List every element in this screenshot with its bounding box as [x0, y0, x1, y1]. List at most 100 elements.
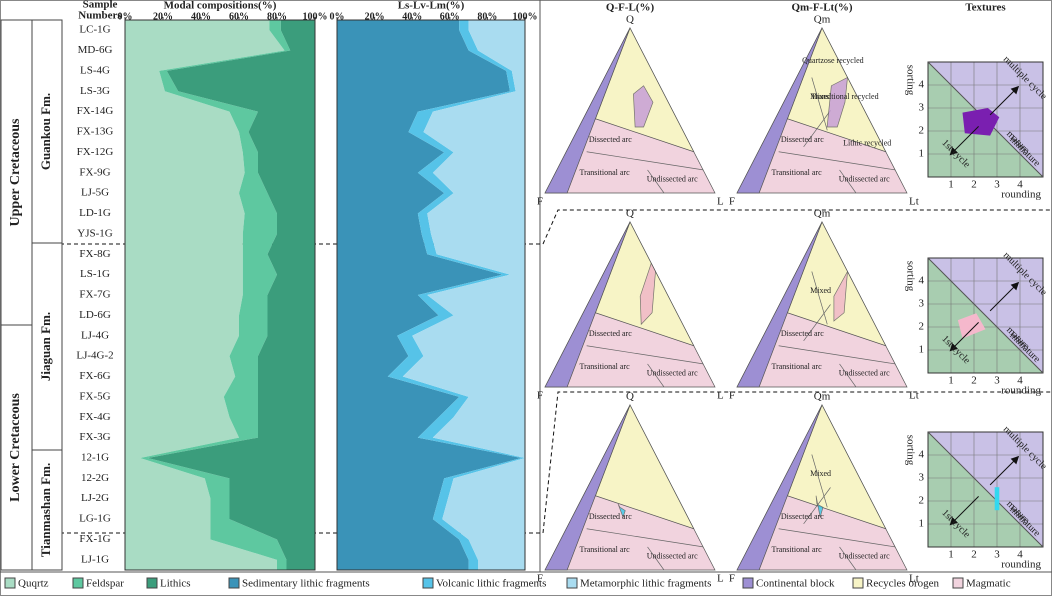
- field-boundary: [647, 546, 665, 571]
- x-tick-label: 100%: [303, 11, 328, 22]
- apex-label: F: [537, 390, 543, 402]
- apex-label: F: [537, 196, 543, 208]
- x-tick-label: 4: [1017, 375, 1023, 387]
- sample-label: LJ-5G: [81, 187, 109, 199]
- apex-label: Q: [626, 14, 634, 26]
- apex-label: L: [717, 573, 724, 585]
- arrow: [949, 496, 979, 526]
- sample-label: FX-14G: [77, 105, 114, 117]
- sample-label: LJ-4G: [81, 329, 109, 341]
- x-tick-label: 60%: [440, 11, 460, 22]
- legend-swatch: [566, 577, 578, 589]
- legend-label: Sedimentary lithic fragments: [242, 578, 370, 590]
- field-boundary: [811, 77, 828, 131]
- region-label: Undissected arc: [839, 552, 890, 561]
- y-tick-label: 4: [919, 275, 925, 287]
- sample-label: FX-9G: [79, 166, 110, 178]
- region-label: Lithic recycled: [843, 138, 891, 147]
- region-label: Undissected arc: [647, 175, 698, 184]
- diagonal: [927, 431, 1044, 548]
- apex-label: L: [717, 196, 724, 208]
- y-axis-title: Sample: [83, 0, 118, 11]
- apex-label: L: [717, 390, 724, 402]
- sample-label: LS-3G: [80, 85, 110, 97]
- region-label: Dissected arc: [781, 135, 824, 144]
- apex-label: Q: [626, 208, 634, 220]
- plot-frame: [927, 257, 1044, 374]
- x-tick-label: 3: [994, 179, 1000, 191]
- sample-field: [815, 495, 824, 518]
- sample-field: [633, 85, 654, 128]
- plot-frame: [124, 19, 316, 571]
- sample-label: FX-13G: [77, 126, 114, 138]
- region-label: Mixed: [810, 286, 831, 295]
- sample-label: LJ-4G-2: [76, 350, 113, 362]
- x-tick-label: 0%: [118, 11, 133, 22]
- region-label: Quartzose recycled: [802, 56, 864, 65]
- legend-swatch: [852, 577, 864, 589]
- y-tick-label: 2: [919, 495, 925, 507]
- sample-label: LJ-2G: [81, 492, 109, 504]
- y-axis-title: Numbers: [78, 10, 122, 22]
- sample-field: [639, 262, 656, 326]
- legend-swatch: [228, 577, 240, 589]
- x-tick-label: 3: [994, 549, 1000, 561]
- sample-label: LD-1G: [79, 207, 111, 219]
- sample-label: FX-5G: [79, 390, 110, 402]
- sample-label: LC-1G: [79, 24, 110, 36]
- apex-label: F: [729, 196, 735, 208]
- arrow: [949, 322, 979, 352]
- x-tick-label: 3: [994, 375, 1000, 387]
- y-tick-label: 2: [919, 321, 925, 333]
- legend-label: Continental block: [756, 578, 835, 590]
- sample-field: [833, 271, 848, 322]
- region-label: Mixed: [810, 469, 831, 478]
- apex-label: Lt: [909, 196, 919, 208]
- apex-label: Lt: [909, 390, 919, 402]
- region-label: Mixed: [810, 92, 831, 101]
- plot-frame: [927, 431, 1044, 548]
- sample-field: [617, 503, 626, 519]
- field-boundary: [839, 546, 857, 571]
- arrow: [989, 85, 1020, 116]
- x-tick-label: 20%: [365, 11, 385, 22]
- legend-label: Magmatic: [966, 578, 1011, 590]
- formation-label: Tianmashan Fm.: [38, 463, 53, 557]
- y-axis-title: sorting: [904, 435, 916, 466]
- y-tick-label: 1: [919, 344, 925, 356]
- y-tick-label: 1: [919, 518, 925, 530]
- y-tick-label: 2: [919, 125, 925, 137]
- apex-label: Qm: [814, 208, 831, 220]
- y-tick-label: 4: [919, 79, 925, 91]
- legend-swatch: [742, 577, 754, 589]
- chart-title: Modal compositions(%): [164, 0, 277, 12]
- y-tick-label: 3: [919, 102, 925, 114]
- chart-title: Ls-Lv-Lm(%): [398, 0, 465, 12]
- field-boundary: [803, 304, 831, 342]
- arrow: [989, 281, 1020, 312]
- x-tick-label: 20%: [153, 11, 173, 22]
- sample-label: FX-8G: [79, 248, 110, 260]
- legend-swatch: [952, 577, 964, 589]
- field-boundary: [778, 528, 896, 548]
- x-tick-label: 0%: [330, 11, 345, 22]
- period-cell: [0, 19, 33, 326]
- continental-block-field: [736, 27, 823, 194]
- formation-cell: [31, 449, 63, 571]
- y-axis-title: sorting: [904, 261, 916, 292]
- legend-label: Quqrtz: [18, 578, 49, 590]
- x-tick-label: 4: [1017, 179, 1023, 191]
- area: [387, 20, 525, 570]
- chart-title: Qm-F-Lt(%): [791, 2, 852, 14]
- y-tick-label: 4: [919, 449, 925, 461]
- sample-label: LS-1G: [80, 268, 110, 280]
- diagonal: [927, 257, 1044, 374]
- field-boundary: [586, 345, 704, 365]
- continental-block-field: [544, 221, 631, 388]
- area: [125, 20, 285, 570]
- x-axis-title: rounding: [1001, 385, 1041, 397]
- sample-label: LD-6G: [79, 309, 111, 321]
- x-tick-label: 1: [948, 549, 954, 561]
- x-tick-label: 2: [971, 549, 977, 561]
- field-boundary: [839, 169, 857, 194]
